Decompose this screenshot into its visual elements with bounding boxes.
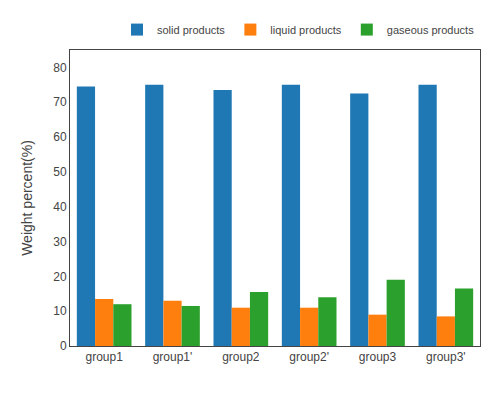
svg-text:70: 70 [53, 95, 67, 109]
svg-text:group1: group1 [85, 350, 123, 364]
svg-text:group2: group2 [222, 350, 260, 364]
svg-text:solid products: solid products [157, 24, 225, 36]
svg-text:Weight percent(%): Weight percent(%) [19, 140, 35, 256]
svg-text:40: 40 [53, 200, 67, 214]
svg-text:liquid products: liquid products [270, 24, 341, 36]
svg-text:group2': group2' [289, 350, 329, 364]
svg-text:20: 20 [53, 270, 67, 284]
svg-text:50: 50 [53, 165, 67, 179]
svg-text:group3: group3 [359, 350, 397, 364]
svg-text:0: 0 [60, 339, 67, 353]
svg-text:gaseous products: gaseous products [387, 24, 474, 36]
svg-text:group3': group3' [426, 350, 466, 364]
svg-text:30: 30 [53, 235, 67, 249]
svg-text:group1': group1' [153, 350, 193, 364]
svg-text:10: 10 [53, 304, 67, 318]
svg-text:80: 80 [53, 61, 67, 75]
svg-text:60: 60 [53, 130, 67, 144]
